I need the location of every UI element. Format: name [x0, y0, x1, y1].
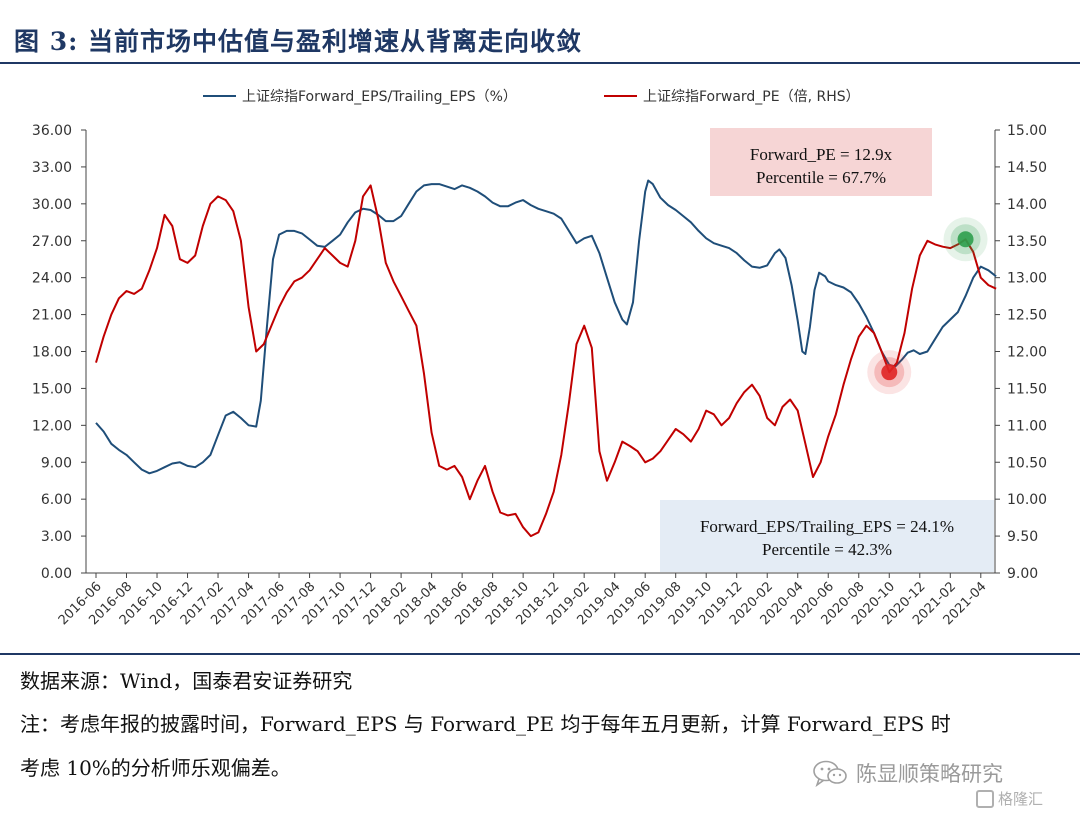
series-line-eps-ratio	[95, 179, 997, 475]
y-left-tick-label: 33.00	[32, 160, 72, 176]
y-left-tick-label: 6.00	[41, 492, 72, 508]
chart: 上证综指Forward_EPS/Trailing_EPS（%） 上证综指Forw…	[32, 89, 1047, 628]
series-lines	[95, 179, 997, 538]
footnote-line-1: 注：考虑年报的披露时间，Forward_EPS 与 Forward_PE 均于每…	[20, 712, 951, 736]
wechat-icon	[813, 760, 847, 787]
y-right-tick-label: 9.00	[1007, 566, 1038, 582]
highlight-points	[867, 217, 988, 395]
highlight-low-dot	[881, 364, 898, 381]
highlight-high-dot	[957, 231, 974, 248]
y-left-tick-label: 9.00	[41, 455, 72, 471]
y-right-tick-label: 12.00	[1007, 345, 1047, 361]
y-left-tick-label: 0.00	[41, 566, 72, 582]
watermark: 陈显顺策略研究	[812, 758, 1003, 788]
y-right-tick-label: 10.00	[1007, 492, 1047, 508]
footnote-line-2: 考虑 10%的分析师乐观偏差。	[20, 756, 291, 780]
y-left-tick-label: 30.00	[32, 197, 72, 213]
brand-mark: 格隆汇	[976, 788, 1043, 809]
y-right-ticks: 9.00 9.50 10.00 10.50 11.00 11.50 12.00 12.50 13…	[995, 123, 1047, 582]
figure-title: 图 3: 当前市场中估值与盈利增速从背离走向收敛	[14, 27, 583, 56]
y-left-tick-label: 12.00	[32, 418, 72, 434]
y-left-tick-label: 24.00	[32, 271, 72, 287]
y-right-tick-label: 13.00	[1007, 271, 1047, 287]
y-right-tick-label: 9.50	[1007, 529, 1038, 545]
title-divider	[0, 62, 1080, 64]
y-right-tick-label: 14.00	[1007, 197, 1047, 213]
legend-label-eps: 上证综指Forward_EPS/Trailing_EPS（%）	[242, 89, 517, 105]
y-left-tick-label: 18.00	[32, 345, 72, 361]
y-right-tick-label: 14.50	[1007, 160, 1047, 176]
y-right-tick-label: 10.50	[1007, 455, 1047, 471]
y-right-tick-label: 11.50	[1007, 381, 1047, 397]
annotation-text: Forward_PE = 12.9x Percentile = 67.7% Forw…	[700, 145, 954, 559]
brand-text: 格隆汇	[998, 790, 1044, 808]
source-divider	[0, 653, 1080, 655]
legend-label-pe: 上证综指Forward_PE（倍, RHS）	[643, 89, 860, 105]
x-ticks: 2016-062016-082016-102016-122017-022017-…	[56, 573, 990, 628]
annotation-box-eps	[660, 500, 994, 572]
y-left-ticks: 0.00 3.00 6.00 9.00 12.00 15.00 18.00 21.00 24.0…	[32, 123, 86, 582]
annotation-boxes	[660, 128, 994, 572]
y-left-tick-label: 15.00	[32, 381, 72, 397]
y-left-tick-label: 21.00	[32, 308, 72, 324]
source-note: 数据来源：Wind，国泰君安证券研究	[20, 669, 353, 693]
annotation-eps-line-2: Percentile = 42.3%	[762, 540, 892, 559]
y-right-tick-label: 12.50	[1007, 308, 1047, 324]
annotation-pe-line-2: Percentile = 67.7%	[756, 168, 886, 187]
y-left-tick-label: 27.00	[32, 234, 72, 250]
legend: 上证综指Forward_EPS/Trailing_EPS（%） 上证综指Forw…	[203, 89, 860, 105]
series-line-forward-pe	[95, 184, 997, 538]
y-left-tick-label: 3.00	[41, 529, 72, 545]
annotation-box-pe	[710, 128, 932, 196]
y-right-tick-label: 15.00	[1007, 123, 1047, 139]
y-right-tick-label: 11.00	[1007, 418, 1047, 434]
watermark-text: 陈显顺策略研究	[856, 762, 1003, 786]
annotation-eps-line-1: Forward_EPS/Trailing_EPS = 24.1%	[700, 517, 954, 536]
brand-icon	[976, 789, 994, 808]
annotation-pe-line-1: Forward_PE = 12.9x	[750, 145, 893, 164]
y-right-tick-label: 13.50	[1007, 234, 1047, 250]
y-left-tick-label: 36.00	[32, 123, 72, 139]
